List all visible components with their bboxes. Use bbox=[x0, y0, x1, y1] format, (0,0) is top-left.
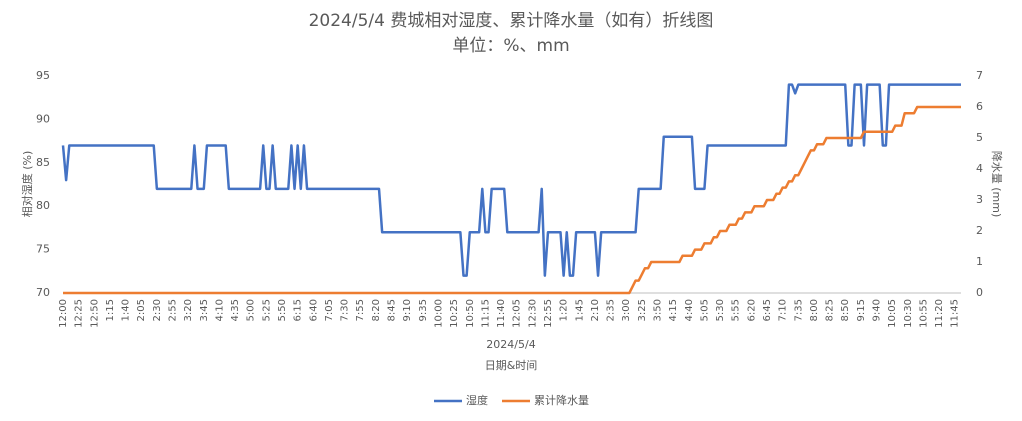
y-tick-label: 90 bbox=[36, 112, 50, 125]
legend-label: 湿度 bbox=[466, 393, 488, 407]
y2-tick-label: 6 bbox=[976, 100, 983, 113]
x-tick-label: 5:25 bbox=[261, 299, 272, 321]
x-tick-label: 5:55 bbox=[731, 299, 742, 321]
x-tick-label: 9:15 bbox=[856, 299, 867, 321]
y2-tick-label: 2 bbox=[976, 224, 983, 237]
x-tick-label: 7:55 bbox=[355, 299, 366, 321]
x-tick-label: 2:30 bbox=[152, 299, 163, 321]
x-tick-label: 7:35 bbox=[793, 299, 804, 321]
x-tick-label: 2:05 bbox=[136, 299, 147, 321]
x-tick-label: 6:20 bbox=[746, 299, 757, 321]
x-tick-label: 9:40 bbox=[872, 299, 883, 321]
x-tick-label: 1:20 bbox=[559, 299, 570, 321]
x-group-label: 2024/5/4 bbox=[486, 338, 535, 351]
x-tick-label: 5:00 bbox=[246, 299, 257, 321]
x-tick-label: 3:25 bbox=[637, 299, 648, 321]
y-tick-label: 70 bbox=[36, 286, 50, 299]
x-tick-label: 3:50 bbox=[652, 299, 663, 321]
x-tick-label: 5:05 bbox=[699, 299, 710, 321]
x-tick-label: 6:40 bbox=[308, 299, 319, 321]
y2-axis-title: 降水量 (mm) bbox=[990, 151, 1004, 218]
x-tick-label: 10:05 bbox=[887, 299, 898, 328]
x-tick-label: 10:55 bbox=[918, 299, 929, 328]
y2-tick-label: 0 bbox=[976, 286, 983, 299]
x-tick-label: 3:00 bbox=[621, 299, 632, 321]
y2-tick-label: 5 bbox=[976, 131, 983, 144]
x-tick-label: 2:35 bbox=[606, 299, 617, 321]
x-tick-label: 10:00 bbox=[433, 299, 444, 328]
x-tick-label: 7:10 bbox=[778, 299, 789, 321]
x-tick-label: 10:30 bbox=[903, 299, 914, 328]
x-tick-label: 2:55 bbox=[168, 299, 179, 321]
x-tick-label: 4:10 bbox=[214, 299, 225, 321]
x-tick-label: 11:45 bbox=[950, 299, 961, 328]
y-axis-title: 相对湿度 (%) bbox=[20, 151, 34, 218]
x-tick-label: 7:30 bbox=[340, 299, 351, 321]
y-tick-label: 95 bbox=[36, 69, 50, 82]
y2-tick-label: 7 bbox=[976, 69, 983, 82]
y2-tick-label: 3 bbox=[976, 193, 983, 206]
x-tick-label: 12:25 bbox=[74, 299, 85, 328]
x-tick-label: 2:10 bbox=[590, 299, 601, 321]
x-tick-label: 11:40 bbox=[496, 299, 507, 328]
legend-label: 累计降水量 bbox=[534, 393, 589, 407]
x-tick-label: 8:25 bbox=[825, 299, 836, 321]
x-tick-label: 9:35 bbox=[418, 299, 429, 321]
x-tick-label: 1:15 bbox=[105, 299, 116, 321]
x-tick-label: 10:25 bbox=[449, 299, 460, 328]
x-tick-label: 12:30 bbox=[527, 299, 538, 328]
x-tick-label: 6:15 bbox=[293, 299, 304, 321]
x-tick-label: 7:05 bbox=[324, 299, 335, 321]
y-tick-label: 80 bbox=[36, 199, 50, 212]
chart-title: 2024/5/4 费城相对湿度、累计降水量（如有）折线图 bbox=[309, 11, 714, 31]
x-tick-label: 5:50 bbox=[277, 299, 288, 321]
series-line bbox=[63, 105, 961, 295]
y-tick-label: 75 bbox=[36, 243, 50, 256]
x-tick-label: 5:30 bbox=[715, 299, 726, 321]
series-line bbox=[61, 83, 961, 277]
y2-tick-label: 1 bbox=[976, 255, 983, 268]
x-tick-label: 11:20 bbox=[934, 299, 945, 328]
y2-tick-label: 4 bbox=[976, 162, 983, 175]
x-tick-label: 10:50 bbox=[465, 299, 476, 328]
x-tick-label: 8:45 bbox=[387, 299, 398, 321]
y-tick-label: 85 bbox=[36, 156, 50, 169]
x-tick-label: 4:35 bbox=[230, 299, 241, 321]
x-tick-label: 8:20 bbox=[371, 299, 382, 321]
x-tick-label: 12:00 bbox=[58, 299, 69, 328]
x-tick-label: 4:15 bbox=[668, 299, 679, 321]
x-tick-label: 3:20 bbox=[183, 299, 194, 321]
x-tick-label: 9:10 bbox=[402, 299, 413, 321]
chart-subtitle: 单位：%、mm bbox=[452, 36, 569, 56]
x-tick-label: 4:40 bbox=[684, 299, 695, 321]
x-tick-label: 11:15 bbox=[480, 299, 491, 328]
x-axis-title: 日期&时间 bbox=[485, 359, 538, 372]
x-tick-label: 12:50 bbox=[89, 299, 100, 328]
x-tick-label: 12:55 bbox=[543, 299, 554, 328]
x-tick-label: 1:40 bbox=[121, 299, 132, 321]
x-tick-label: 6:45 bbox=[762, 299, 773, 321]
x-tick-label: 8:00 bbox=[809, 299, 820, 321]
x-tick-label: 3:45 bbox=[199, 299, 210, 321]
x-tick-label: 8:50 bbox=[840, 299, 851, 321]
x-tick-label: 1:45 bbox=[574, 299, 585, 321]
x-tick-label: 12:05 bbox=[512, 299, 523, 328]
